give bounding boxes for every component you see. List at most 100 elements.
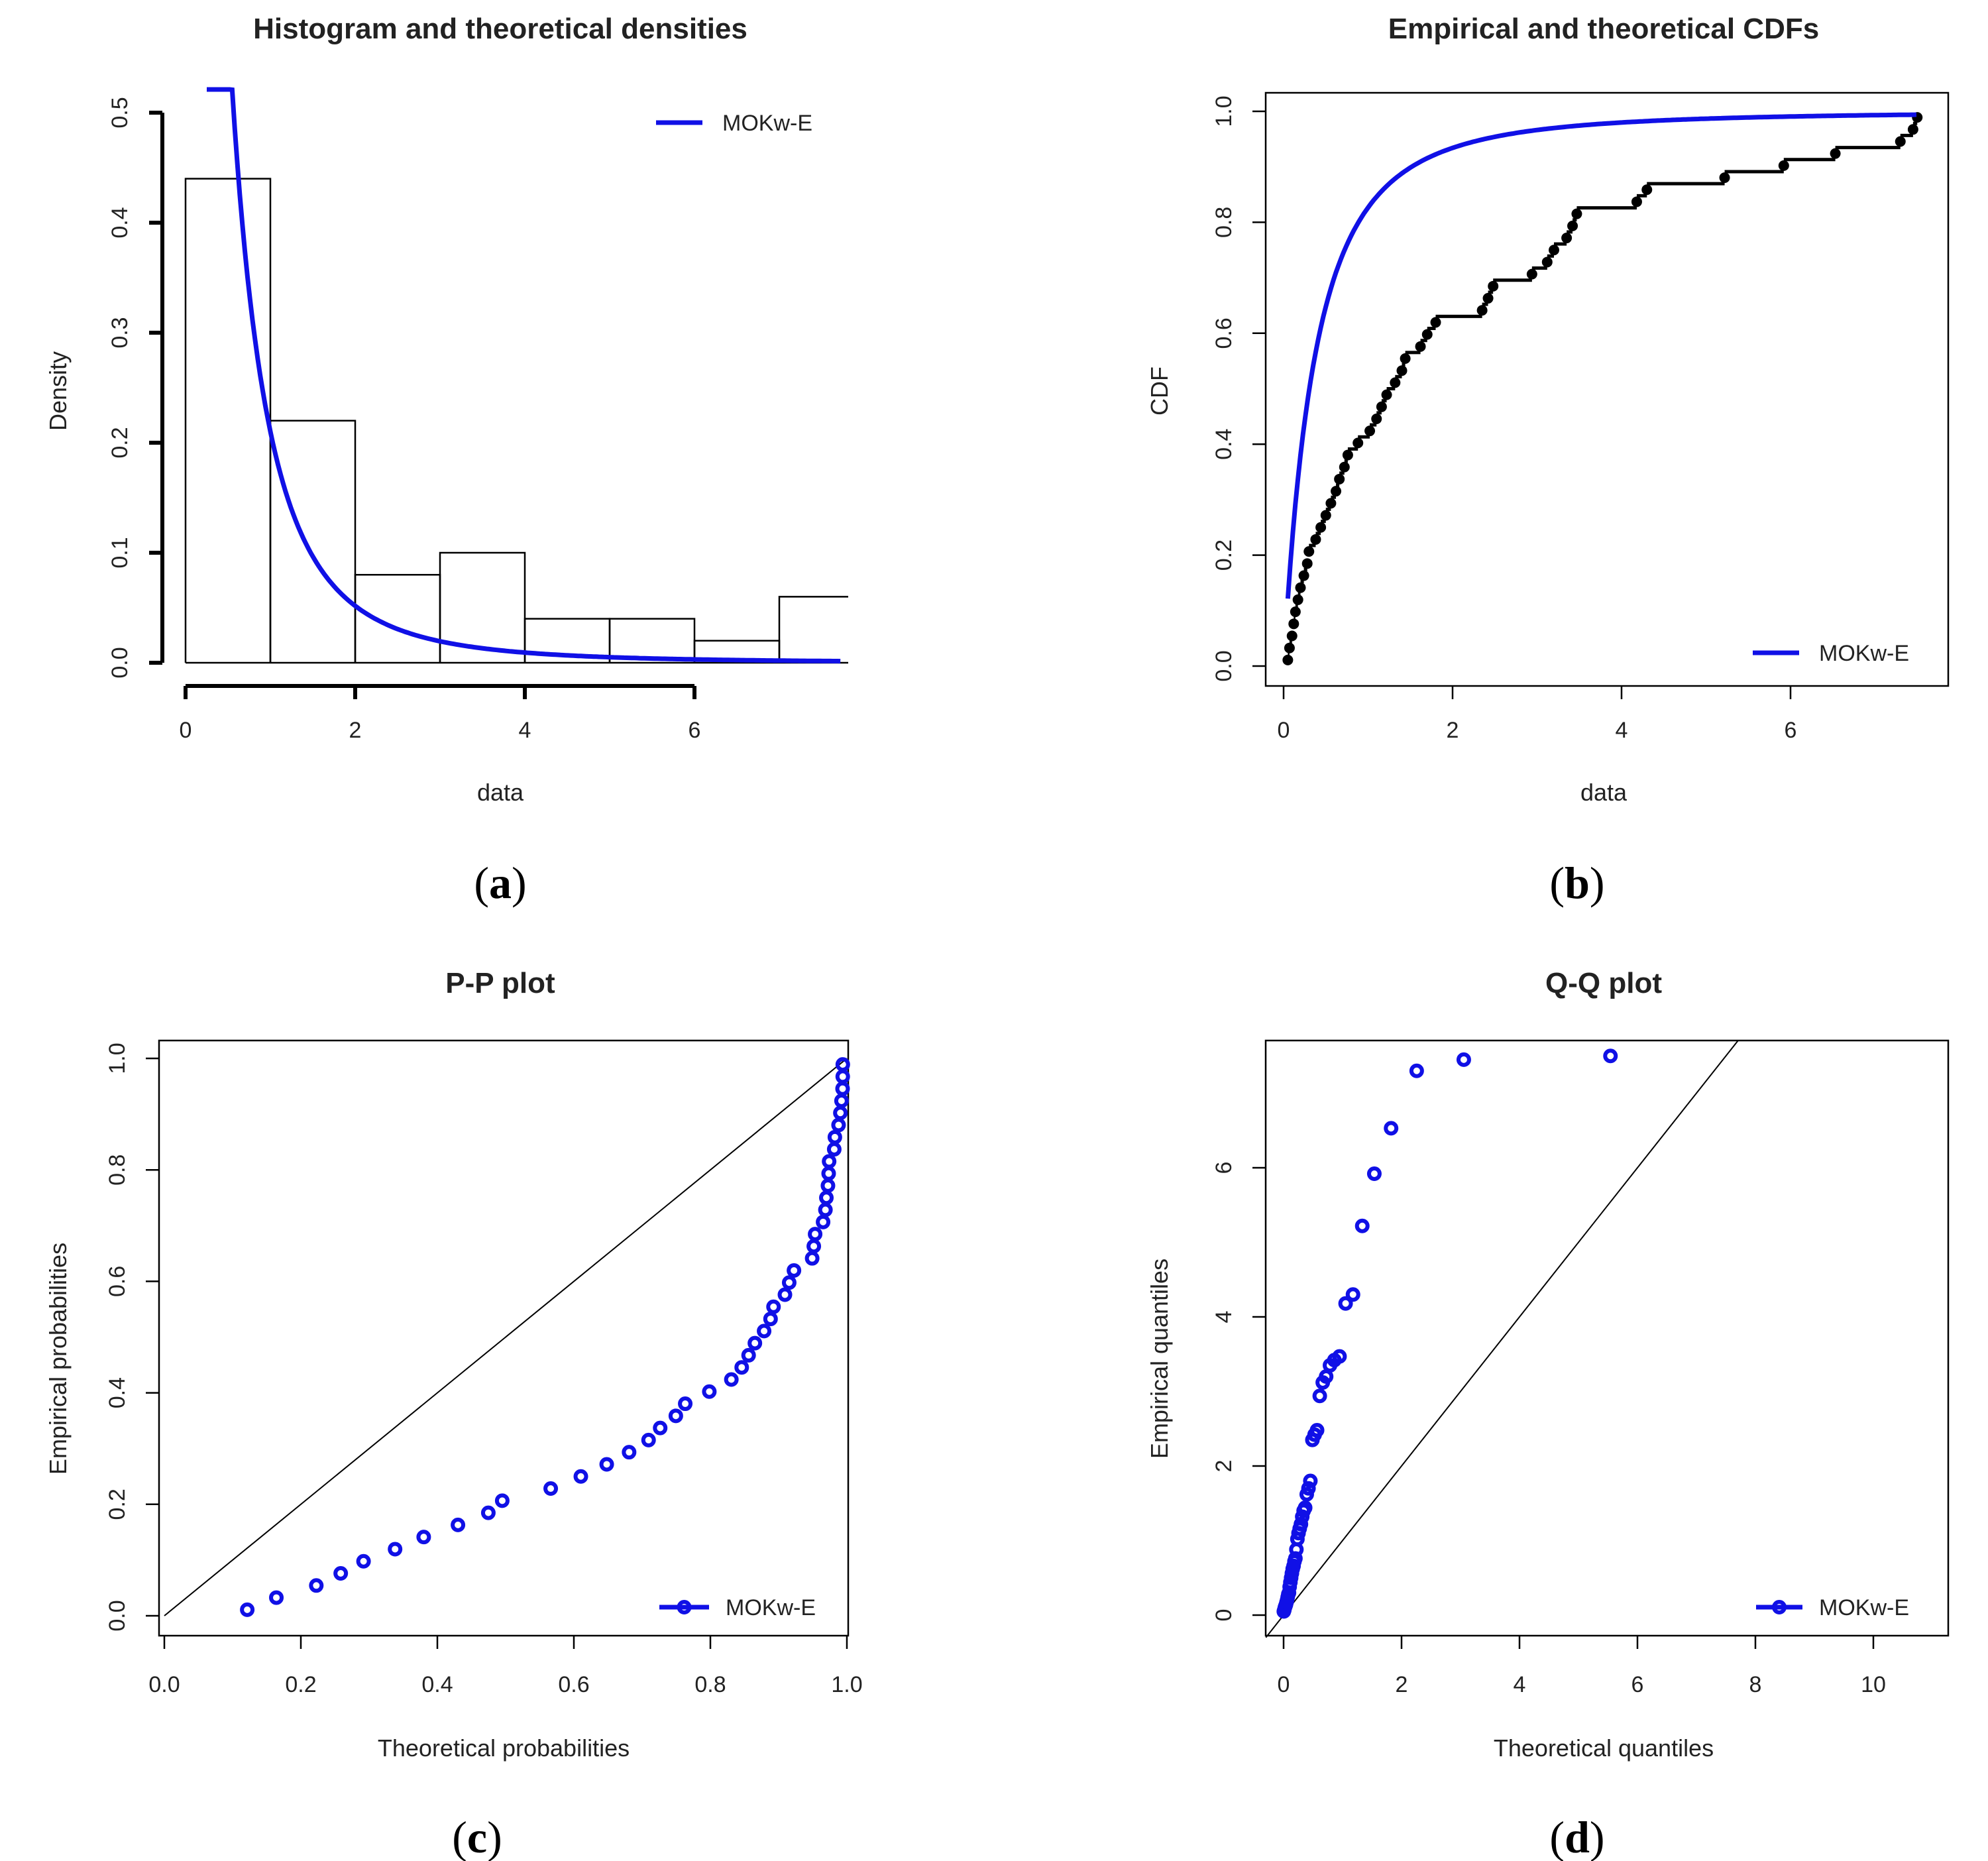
panel-d-ylabel: Empirical quantiles xyxy=(1146,1259,1173,1459)
panel-d-point xyxy=(1332,1349,1347,1364)
panel-b-ecdf-point xyxy=(1342,449,1353,461)
panel-c-point xyxy=(724,1372,739,1387)
panel-c-title: P-P plot xyxy=(445,967,555,999)
panel-a-xlabel: data xyxy=(477,779,524,806)
panel-b-ecdf-point xyxy=(1298,570,1309,581)
panel-c-x-tick-label: 0.8 xyxy=(694,1672,726,1697)
panel-c-point xyxy=(835,1081,850,1096)
panel-a-y-tick-label: 0.5 xyxy=(107,97,133,128)
panel-a-y-tick-label: 0.4 xyxy=(107,207,133,238)
panel-a-y-tick-label: 0.0 xyxy=(107,647,133,678)
panel-a-density-curve xyxy=(207,87,841,664)
panel-a-x-axis: 0 2 4 6 xyxy=(180,684,700,743)
panel-c-point xyxy=(269,1590,284,1605)
panel-c-point xyxy=(822,1154,837,1169)
panel-c-point xyxy=(747,1335,763,1351)
panel-c-point xyxy=(494,1493,510,1508)
panel-c-point xyxy=(416,1530,431,1545)
panel-c-point xyxy=(240,1602,255,1617)
panel-d-point xyxy=(1309,1423,1325,1438)
panel-b-ecdf-point xyxy=(1353,437,1364,449)
panel-d-legend-swatch-point xyxy=(1772,1600,1787,1614)
panel-d-point xyxy=(1294,1516,1309,1532)
panel-c-point xyxy=(599,1457,614,1472)
panel-b-cdf-curve xyxy=(1285,112,1917,599)
panel-b-ecdf-point xyxy=(1320,510,1331,521)
panel-c-points xyxy=(240,1057,850,1617)
panel-c-point xyxy=(804,1251,820,1266)
panel-b-ecdf-point xyxy=(1290,606,1301,618)
panel-c-point xyxy=(734,1360,749,1375)
panel-b-ecdf-point xyxy=(1282,654,1294,665)
panel-c-point xyxy=(835,1069,850,1084)
panel-d-legend-label: MOKw-E xyxy=(1819,1595,1909,1620)
panel-a-title: Histogram and theoretical densities xyxy=(253,13,747,45)
panel-b-ecdf-point xyxy=(1292,594,1303,605)
panel-b-caption: (b) xyxy=(1549,858,1604,908)
panel-b-ecdf-point xyxy=(1315,522,1327,533)
panel-c-y-tick-label: 0.6 xyxy=(105,1266,130,1297)
panel-d-frame xyxy=(1264,1039,1950,1637)
panel-c-point xyxy=(653,1420,668,1436)
panel-a-ylabel: Density xyxy=(44,351,72,431)
panel-c-point xyxy=(831,1117,846,1133)
panel-d-point xyxy=(1345,1287,1360,1302)
panel-c-ylabel: Empirical probabilities xyxy=(44,1243,72,1475)
panel-b-legend-label: MOKw-E xyxy=(1819,641,1909,666)
panel-c-point xyxy=(835,1057,850,1072)
panel-c-point xyxy=(309,1578,324,1593)
panel-a-x-tick-label: 2 xyxy=(349,718,362,743)
panel-d-point xyxy=(1301,1481,1316,1496)
panel-c-point xyxy=(543,1481,559,1496)
panel-b-ecdf-point xyxy=(1339,461,1350,473)
panel-b-ecdf-point xyxy=(1390,377,1401,388)
panel-d-x-tick-label: 8 xyxy=(1749,1672,1762,1697)
panel-c-x-tick-label: 0.0 xyxy=(148,1672,180,1697)
panel-a-bar xyxy=(269,420,357,663)
panel-a-bar xyxy=(439,551,526,663)
panel-c-point xyxy=(777,1287,793,1302)
panel-c-xlabel: Theoretical probabilities xyxy=(378,1734,630,1762)
panel-b-ecdf-point xyxy=(1310,534,1321,545)
panel-b-frame xyxy=(1264,91,1950,687)
panel-c-point xyxy=(766,1299,781,1314)
panel-b-ecdf-point xyxy=(1364,425,1376,437)
panel-c-point xyxy=(480,1505,496,1520)
panel-d-reference-line xyxy=(1265,1040,1739,1638)
panel-c-reference-line xyxy=(164,1058,848,1616)
panel-d-point xyxy=(1384,1121,1399,1136)
panel-d: Q-Q plot Theoretical quantiles Empirical… xyxy=(1146,967,1950,1861)
panel-d-title: Q-Q plot xyxy=(1545,967,1662,999)
panel-c-y-tick-label: 0.4 xyxy=(105,1377,130,1408)
panel-c-point xyxy=(806,1239,822,1254)
panel-c-point xyxy=(808,1227,823,1242)
panel-c-point xyxy=(820,1178,836,1193)
panel-c-x-tick-label: 0.2 xyxy=(285,1672,316,1697)
panel-b-ecdf-point xyxy=(1561,233,1573,244)
panel-b-ecdf-point xyxy=(1284,642,1295,653)
panel-c-y-tick-label: 0.0 xyxy=(105,1600,130,1631)
panel-c-y-tick-label: 0.8 xyxy=(105,1155,130,1186)
panel-d-point xyxy=(1312,1388,1327,1404)
panel-d-y-axis: 0 2 4 6 xyxy=(1211,1162,1266,1621)
panel-d-xlabel: Theoretical quantiles xyxy=(1494,1734,1714,1762)
panel-c-point xyxy=(819,1190,834,1206)
panel-b-x-tick-label: 0 xyxy=(1278,718,1290,743)
panel-c-point xyxy=(826,1142,842,1157)
panel-d-point xyxy=(1298,1500,1313,1515)
panel-c-x-tick-label: 1.0 xyxy=(831,1672,862,1697)
panel-c-point xyxy=(678,1396,693,1412)
panel-c-point xyxy=(356,1553,371,1569)
panel-b-ecdf-point xyxy=(1476,305,1488,316)
panel-b-ecdf-point xyxy=(1907,124,1918,135)
panel-c-point xyxy=(833,1105,848,1121)
panel-b-ecdf-point xyxy=(1288,618,1299,630)
panel-a: Histogram and theoretical densities data… xyxy=(44,13,848,908)
panel-c-y-tick-label: 1.0 xyxy=(105,1043,130,1074)
panel-a-bars xyxy=(184,178,848,664)
panel-c-point xyxy=(741,1347,756,1363)
panel-b-ecdf-point xyxy=(1396,365,1408,376)
panel-d-points xyxy=(1276,1048,1618,1619)
panel-c-point xyxy=(702,1384,717,1399)
panel-b-ecdf-point xyxy=(1376,401,1387,412)
